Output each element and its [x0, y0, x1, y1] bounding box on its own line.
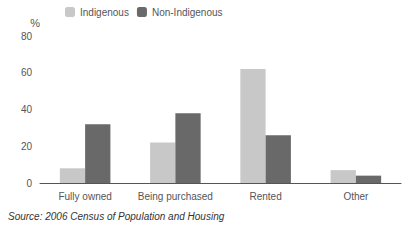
svg-text:Being purchased: Being purchased: [138, 191, 213, 202]
svg-text:20: 20: [21, 141, 33, 152]
svg-text:60: 60: [21, 67, 33, 78]
svg-text:Source: 2006 Census of Populat: Source: 2006 Census of Population and Ho…: [8, 211, 225, 222]
svg-text:Fully owned: Fully owned: [58, 191, 111, 202]
svg-text:%: %: [30, 17, 40, 29]
svg-text:80: 80: [21, 31, 33, 42]
svg-text:0: 0: [26, 178, 32, 189]
svg-text:Other: Other: [343, 191, 369, 202]
svg-text:Indigenous: Indigenous: [80, 7, 129, 18]
svg-text:Rented: Rented: [250, 191, 282, 202]
svg-text:40: 40: [21, 104, 33, 115]
svg-text:Non-Indigenous: Non-Indigenous: [152, 7, 223, 18]
